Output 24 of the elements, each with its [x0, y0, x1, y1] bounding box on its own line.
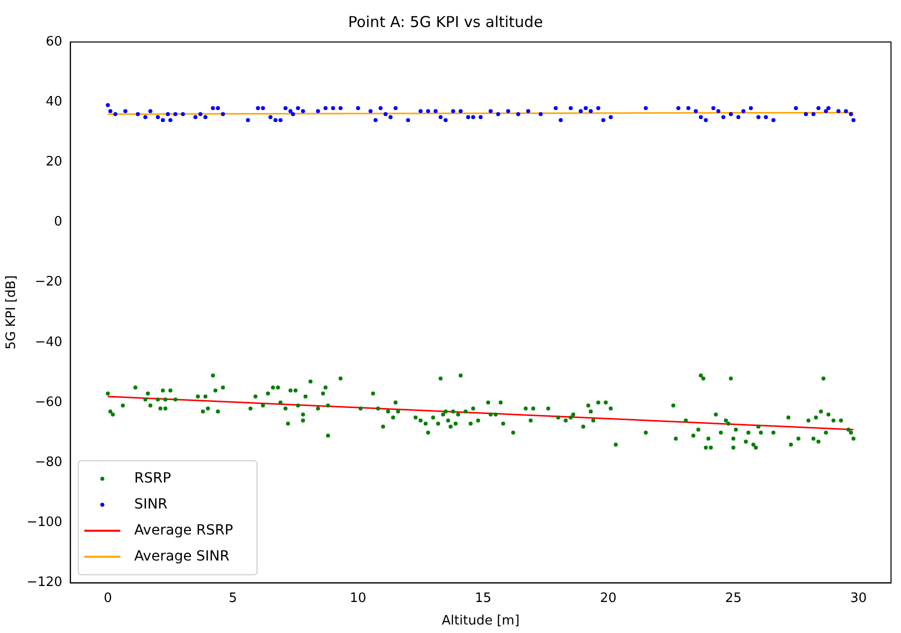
legend-label: Average SINR — [134, 548, 230, 564]
y-tick-label: 20 — [46, 154, 62, 170]
y-axis-title: 5G KPI [dB] — [4, 275, 20, 350]
y-tick-label: −20 — [34, 274, 62, 290]
y-tick-label: −80 — [34, 454, 62, 470]
legend-label: SINR — [134, 496, 168, 512]
x-tick-label: 10 — [350, 590, 366, 606]
legend-label: Average RSRP — [134, 522, 234, 538]
legend-label: RSRP — [134, 470, 172, 486]
chart-title: Point A: 5G KPI vs altitude — [348, 12, 543, 31]
x-tick-label: 25 — [725, 590, 742, 606]
x-tick-label: 20 — [600, 590, 617, 606]
y-tick-label: 60 — [46, 34, 62, 50]
y-tick-label: −120 — [26, 575, 62, 590]
y-tick-label: −100 — [26, 515, 62, 530]
x-tick-label: 30 — [850, 590, 867, 606]
x-axis-title: Altitude [m] — [442, 614, 520, 629]
y-tick-label: −60 — [34, 394, 62, 410]
y-tick-label: −40 — [34, 334, 62, 350]
y-tick-label: 40 — [46, 94, 62, 110]
x-tick-label: 5 — [228, 590, 238, 606]
x-tick-label: 0 — [104, 590, 112, 606]
y-tick-label: 0 — [54, 214, 62, 230]
x-tick-label: 15 — [474, 590, 492, 606]
